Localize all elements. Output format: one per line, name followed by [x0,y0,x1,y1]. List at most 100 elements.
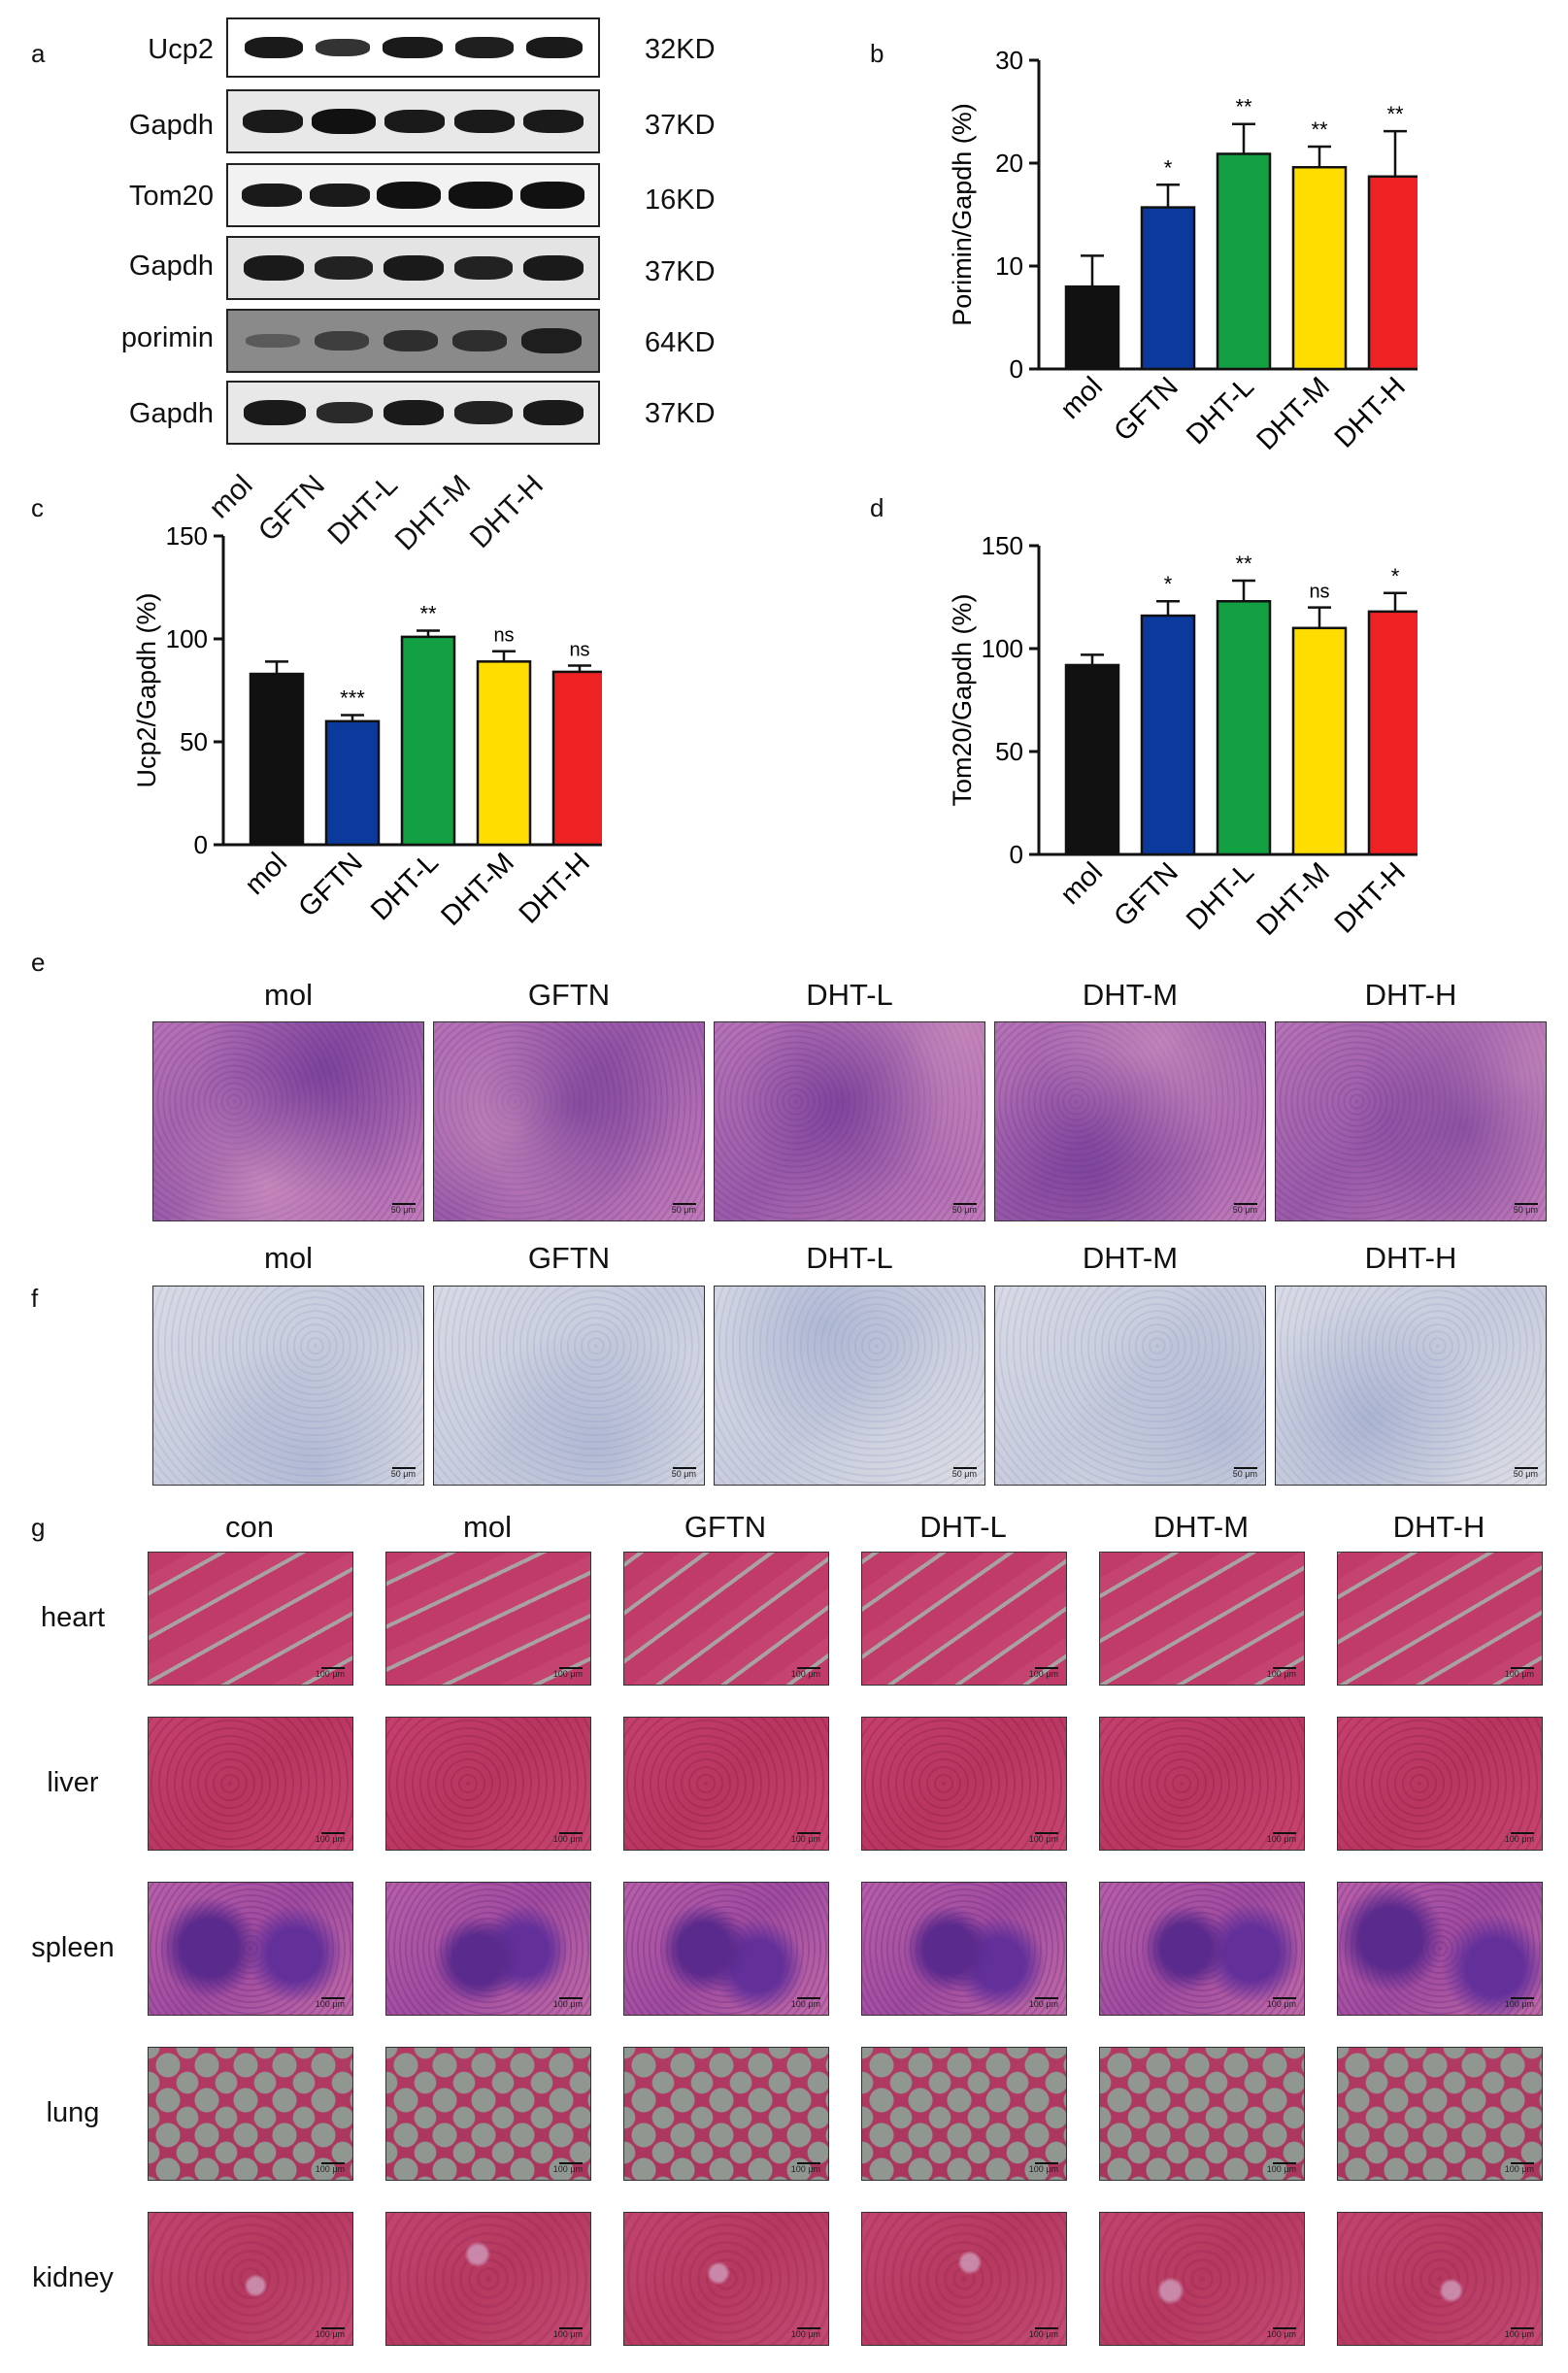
panel-label-a: a [31,39,46,68]
significance-label: ns [493,625,514,647]
column-title: con [225,1510,274,1544]
column-title: DHT-H [1364,978,1457,1012]
band [520,328,582,353]
x-tick-label: DHT-L [1181,856,1260,936]
micrograph-image: 50 μm [152,1021,424,1221]
axes: 0 50 100 150 [166,521,602,859]
micrograph-image: 50 μm [1275,1286,1547,1486]
micrograph-image: 50 μm [994,1286,1266,1486]
scale-bar: 50 μm [671,1205,696,1215]
band [523,110,584,133]
y-tick-label: 0 [1010,840,1023,869]
scale-bar: 100 μm [315,1834,345,1844]
blot-strip-ucp2 [226,17,600,78]
significance-label: * [1164,572,1173,596]
band [520,182,585,209]
y-tick-label: 150 [982,531,1023,560]
bar [1216,599,1272,856]
blot-strip-gapdh-2 [226,236,600,300]
micrograph-image: 100 μm [623,2047,829,2181]
significance-label: ** [1386,102,1404,126]
bar-group-mol: mol [1054,653,1120,911]
micrograph-image: 50 μm [994,1021,1266,1221]
band [383,400,444,425]
y-axis-label: Tom20/Gapdh (%) [948,593,977,806]
bar [1140,206,1196,371]
row-title-lung: lung [46,2097,100,2128]
x-tick-label: DHT-M [435,847,520,932]
micrograph-image: 100 μm [623,1552,829,1686]
bar [1140,614,1196,856]
bar [249,672,305,847]
micrograph-image: 100 μm [623,1882,829,2016]
scale-bar: 100 μm [1504,2164,1534,2174]
column-title: DHT-M [1152,1510,1250,1544]
bar-group-gftn: * GFTN [1109,572,1196,933]
y-tick-label: 20 [995,149,1023,178]
x-tick-label: mol [1054,856,1109,911]
x-tick-label: DHT-L [1181,371,1260,451]
row-title-spleen: spleen [31,1932,115,1963]
blot-label-tom20: Tom20 [128,181,214,212]
panel-label-e: e [31,948,46,977]
scale-bar: 100 μm [1028,2329,1058,2339]
x-tick-label: GFTN [1109,856,1184,932]
bar [400,635,456,847]
blot-label-gapdh-1: Gapdh [128,110,214,141]
significance-label: * [1164,155,1173,180]
significance-label: ns [569,640,589,661]
bar [1367,610,1418,856]
scale-bar: 50 μm [390,1469,416,1479]
chart-tom20: 0 50 100 150 Tom20/Gapdh (%) mol * GFTN ** DHT-L n… [948,531,1418,942]
micrograph-image: 100 μm [1337,1552,1543,1686]
column-title: DHT-M [1082,1241,1179,1275]
micrograph-image: 100 μm [1099,2212,1305,2346]
y-tick-label: 10 [995,251,1023,281]
micrograph-image: 100 μm [148,2047,353,2181]
scale-bar: 100 μm [552,1669,583,1679]
scale-bar: 100 μm [790,2164,820,2174]
y-tick-label: 50 [995,737,1023,766]
y-axis-label: Porimin/Gapdh (%) [948,103,977,326]
row-title-heart: heart [40,1602,106,1633]
bar-group-gftn: *** GFTN [293,685,381,923]
scale-bar: 100 μm [1028,1999,1058,2009]
y-tick-label: 30 [995,46,1023,75]
micrograph-image: 100 μm [1337,2047,1543,2181]
band [525,37,583,58]
chart-ucp2: 0 50 100 150 Ucp2/Gapdh (%) mol *** GFTN ** DHT-L… [132,521,602,932]
x-tick-label: mol [1054,371,1109,425]
x-tick-label: DHT-H [1329,371,1412,453]
column-title: DHT-L [806,1241,893,1275]
band [453,110,515,133]
scale-bar: 100 μm [1504,1669,1534,1679]
micrograph-image: 100 μm [385,1717,591,1851]
row-title-liver: liver [47,1767,99,1798]
bar [1367,175,1418,371]
column-title: DHT-L [919,1510,1007,1544]
scale-bar: 50 μm [671,1469,696,1479]
bar [1291,626,1348,856]
scale-bar: 100 μm [315,2329,345,2339]
scale-bar: 50 μm [1513,1469,1538,1479]
band [244,37,303,58]
scale-bar: 100 μm [315,1669,345,1679]
band [309,184,370,207]
scale-bar: 50 μm [1232,1205,1257,1215]
column-title: DHT-M [1082,978,1179,1012]
scale-bar: 100 μm [552,1834,583,1844]
scale-bar: 100 μm [790,1834,820,1844]
significance-label: ** [1311,117,1328,142]
scale-bar: 100 μm [1504,1999,1534,2009]
bar [1064,284,1120,371]
band [384,110,446,133]
scale-bar: 50 μm [1513,1205,1538,1215]
scale-bar: 100 μm [552,1999,583,2009]
band [377,182,442,209]
scale-bar: 100 μm [1504,1834,1534,1844]
x-tick-label: DHT-M [1251,856,1336,942]
micrograph-image: 100 μm [623,1717,829,1851]
micrograph-image: 50 μm [433,1286,705,1486]
y-tick-label: 0 [1010,354,1023,384]
